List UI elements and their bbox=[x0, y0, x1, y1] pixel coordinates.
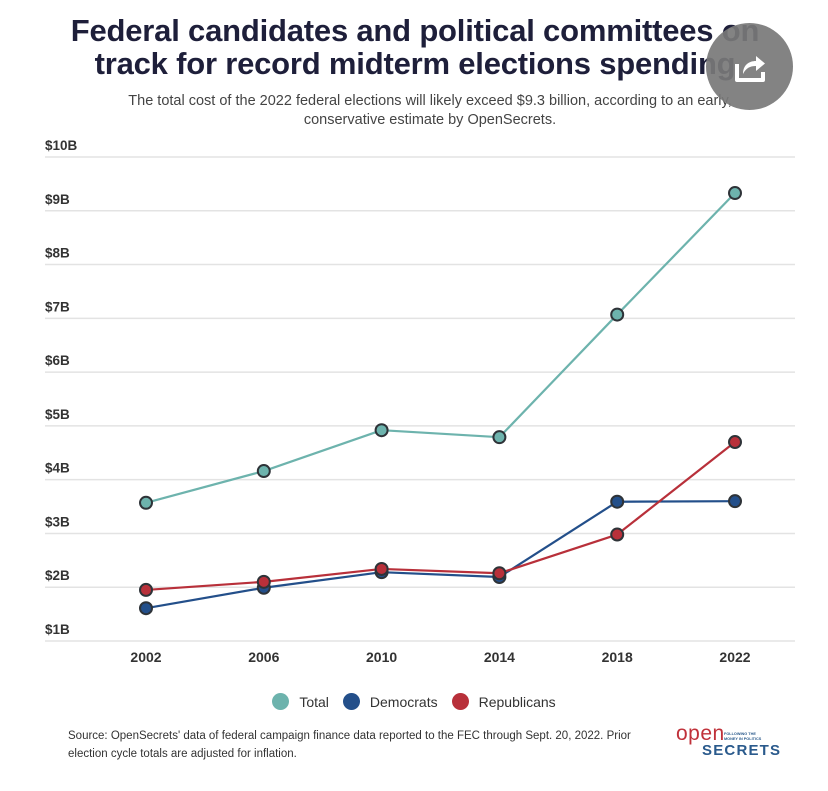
x-tick-label: 2014 bbox=[484, 649, 515, 665]
legend-swatch-total bbox=[272, 693, 290, 710]
grid bbox=[45, 156, 795, 642]
data-point-republicans[interactable] bbox=[374, 561, 389, 576]
data-point-total[interactable] bbox=[139, 495, 153, 510]
logo-open-text: open bbox=[676, 722, 725, 745]
data-point-republicans[interactable] bbox=[256, 574, 271, 589]
data-point-republicans[interactable] bbox=[728, 435, 742, 450]
y-axis: $10B $9B $8B $7B $6B $5B $4B $3B $2B $1B bbox=[45, 138, 78, 637]
series-line-democrats bbox=[145, 500, 736, 610]
x-tick-label: 2010 bbox=[366, 649, 397, 665]
data-point-total[interactable] bbox=[610, 307, 625, 322]
data-point-democrats[interactable] bbox=[610, 494, 625, 509]
y-tick-label: $4B bbox=[45, 461, 70, 476]
data-point-democrats[interactable] bbox=[728, 494, 742, 509]
data-point-republicans[interactable] bbox=[492, 566, 507, 581]
y-tick-label: $6B bbox=[45, 353, 70, 368]
share-button[interactable] bbox=[706, 23, 793, 110]
legend-label-republicans: Republicans bbox=[478, 693, 556, 710]
series-line-total bbox=[145, 192, 736, 504]
data-point-total[interactable] bbox=[728, 186, 742, 201]
opensecrets-logo[interactable]: open FOLLOWING THE MONEY IN POLITICS SEC… bbox=[676, 722, 786, 768]
legend-label-total: Total bbox=[299, 693, 329, 710]
x-tick-label: 2018 bbox=[602, 649, 633, 665]
x-axis: 2002 2006 2010 2014 2018 2022 bbox=[130, 649, 750, 665]
legend-label-democrats: Democrats bbox=[369, 693, 438, 710]
legend-swatch-democrats bbox=[342, 693, 360, 710]
y-tick-label: $5B bbox=[45, 407, 70, 422]
x-tick-label: 2006 bbox=[248, 649, 279, 665]
line-chart: $10B $9B $8B $7B $6B $5B $4B $3B $2B $1B 2002 2006… bbox=[45, 138, 795, 665]
data-point-democrats[interactable] bbox=[139, 601, 153, 616]
logo-tagline: FOLLOWING THE MONEY IN POLITICS bbox=[724, 732, 762, 741]
legend-swatch-republicans bbox=[451, 693, 469, 710]
x-tick-label: 2022 bbox=[719, 649, 750, 665]
y-tick-label: $3B bbox=[45, 514, 70, 529]
data-point-republicans[interactable] bbox=[610, 527, 625, 542]
legend-item-democrats[interactable]: Democrats bbox=[342, 693, 438, 710]
y-tick-label: $9B bbox=[45, 192, 70, 207]
y-tick-label: $2B bbox=[45, 568, 70, 583]
logo-secrets-text: SECRETS bbox=[702, 742, 782, 759]
y-tick-label: $7B bbox=[45, 299, 70, 314]
data-point-total[interactable] bbox=[492, 430, 507, 445]
chart-title: Federal candidates and political committ… bbox=[70, 13, 760, 81]
y-tick-label: $1B bbox=[45, 622, 70, 637]
legend-item-total[interactable]: Total bbox=[272, 693, 329, 710]
y-tick-label: $8B bbox=[45, 246, 70, 261]
source-note: Source: OpenSecrets' data of federal cam… bbox=[68, 730, 631, 760]
share-icon bbox=[734, 55, 765, 82]
series bbox=[139, 186, 742, 616]
chart-subtitle: The total cost of the 2022 federal elect… bbox=[128, 93, 732, 128]
series-line-republicans bbox=[145, 441, 736, 592]
data-point-republicans[interactable] bbox=[139, 582, 153, 597]
data-point-total[interactable] bbox=[256, 464, 271, 479]
x-tick-label: 2002 bbox=[130, 649, 161, 665]
legend: Total Democrats Republicans bbox=[0, 693, 828, 710]
legend-item-republicans[interactable]: Republicans bbox=[451, 693, 556, 710]
data-point-total[interactable] bbox=[374, 423, 389, 438]
y-tick-label: $10B bbox=[45, 138, 78, 153]
